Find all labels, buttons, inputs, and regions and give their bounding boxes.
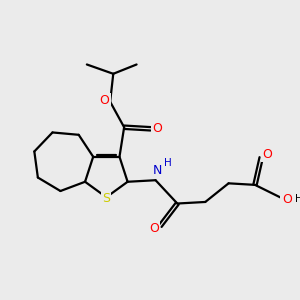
Text: O: O — [282, 193, 292, 206]
Text: O: O — [262, 148, 272, 161]
Text: O: O — [149, 222, 159, 235]
Text: H: H — [164, 158, 171, 168]
Text: S: S — [102, 192, 110, 205]
Text: O: O — [152, 122, 162, 135]
Text: O: O — [100, 94, 110, 107]
Text: H: H — [295, 194, 300, 205]
Text: N: N — [152, 164, 162, 177]
